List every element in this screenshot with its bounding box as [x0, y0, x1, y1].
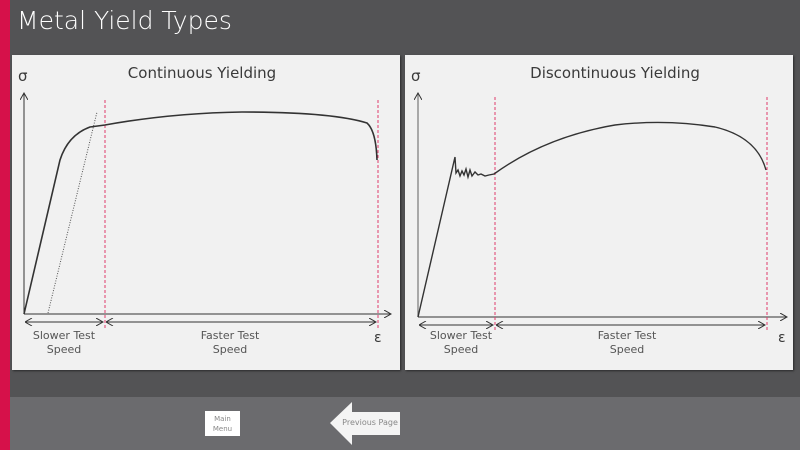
panel-title: Continuous Yielding — [127, 64, 277, 82]
label-line: Slower Test — [429, 329, 493, 342]
label-line: Slower Test — [32, 329, 96, 342]
left-arrow-icon — [330, 402, 400, 445]
label-line: Speed — [443, 343, 479, 356]
label-line: Speed — [609, 343, 645, 356]
label-line: Speed — [46, 343, 82, 356]
strain-axis-label: ε — [374, 330, 382, 346]
slower-test-speed-label: Slower Test Speed — [24, 329, 104, 357]
continuous-yielding-panel: Continuous Yielding σ ε Slower Test Spee… — [12, 55, 400, 370]
page-title: Metal Yield Types — [17, 6, 232, 35]
label-line: Speed — [212, 343, 248, 356]
discontinuous-yielding-chart — [405, 55, 793, 330]
footer-bar — [10, 397, 800, 450]
panel-title: Discontinuous Yielding — [530, 64, 700, 82]
main-menu-label: Menu — [212, 424, 233, 433]
stress-axis-label: σ — [18, 67, 28, 85]
accent-bar — [0, 0, 10, 450]
slower-test-speed-label: Slower Test Speed — [421, 329, 501, 357]
discontinuous-yielding-panel: Discontinuous Yielding σ ε Slower Test S… — [405, 55, 793, 370]
previous-page-label: Previous Page — [342, 418, 398, 427]
main-menu-button[interactable]: Main Menu — [205, 411, 240, 436]
main-menu-label: Main — [214, 414, 231, 423]
label-line: Faster Test — [597, 329, 657, 342]
continuous-yielding-chart — [12, 55, 400, 328]
faster-test-speed-label: Faster Test Speed — [577, 329, 677, 357]
stress-axis-label: σ — [411, 67, 421, 85]
label-line: Faster Test — [200, 329, 260, 342]
faster-test-speed-label: Faster Test Speed — [180, 329, 280, 357]
strain-axis-label: ε — [778, 330, 786, 346]
previous-page-button[interactable]: Previous Page — [330, 402, 402, 445]
